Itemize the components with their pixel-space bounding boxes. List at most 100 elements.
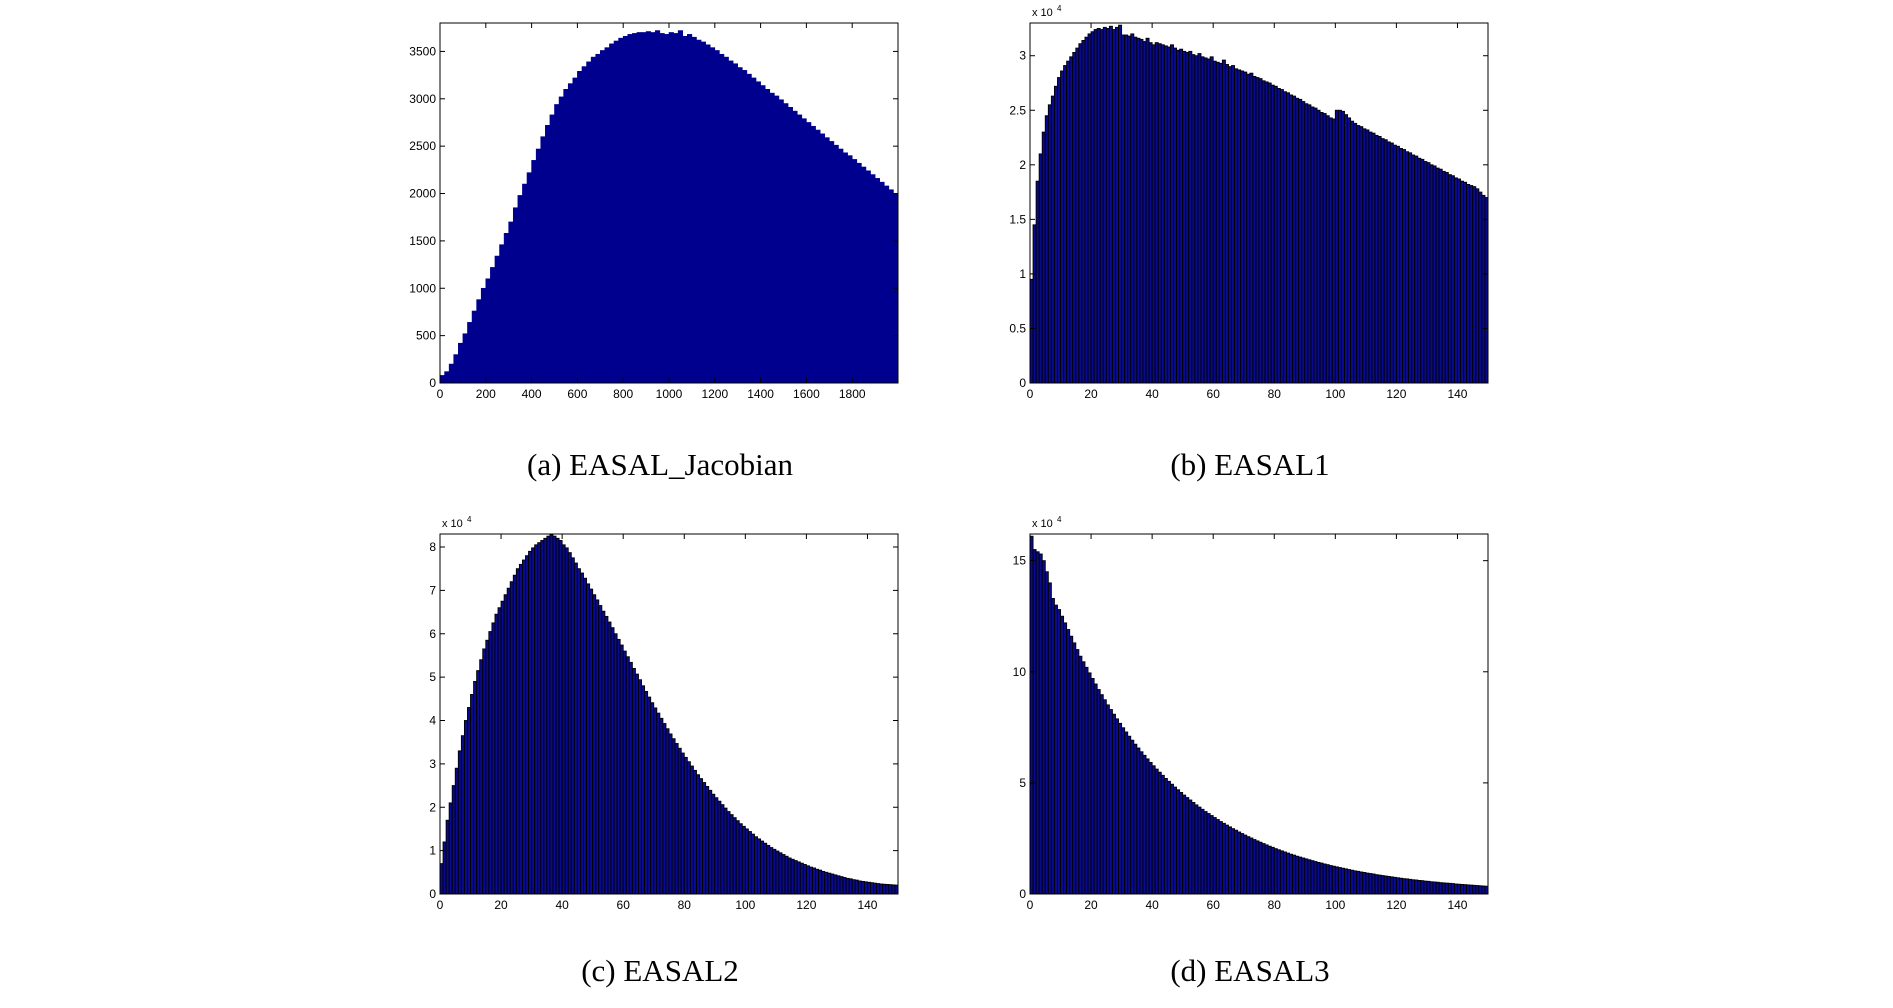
bar-b (1105, 28, 1110, 383)
bar-b (1359, 126, 1364, 383)
bar-b (1344, 114, 1348, 383)
bar-d (1176, 789, 1181, 894)
bar-b (1460, 180, 1465, 383)
x-tick-label-a: 800 (613, 387, 633, 401)
bar-b (1182, 50, 1187, 383)
bar-d (1380, 875, 1385, 894)
bar-c (778, 852, 783, 894)
bar-b (1038, 153, 1043, 383)
bar-a (801, 118, 807, 383)
bar-a (842, 152, 848, 383)
bar-b (1121, 34, 1126, 383)
bar-d (1102, 699, 1107, 894)
bar-d (1353, 870, 1358, 894)
x-tick-label-b: 80 (1268, 387, 1282, 401)
bar-c (809, 866, 813, 894)
bar-c (476, 670, 481, 894)
bar-d (1310, 860, 1315, 894)
bar-d (1307, 859, 1312, 894)
bar-b (1249, 72, 1254, 383)
bar-d (1050, 597, 1055, 894)
bar-d (1148, 761, 1153, 894)
bar-d (1319, 862, 1324, 894)
bar-b (1170, 44, 1174, 383)
bar-d (1322, 863, 1327, 894)
bar-b (1435, 167, 1440, 383)
caption-d: (d) EASAL3 (1170, 953, 1330, 988)
bar-c (573, 562, 578, 894)
bar-b (1102, 26, 1107, 383)
bar-b (1240, 70, 1245, 383)
bar-b (1261, 80, 1266, 383)
bar-b (1408, 152, 1413, 383)
x-tick-label-c: 0 (437, 898, 444, 912)
bar-b (1057, 77, 1061, 383)
bar-d (1417, 879, 1422, 894)
x-tick-label-c: 20 (494, 898, 508, 912)
bar-c (790, 858, 795, 894)
bar-a (636, 32, 642, 383)
bar-d (1438, 882, 1443, 894)
y-tick-label-c: 1 (429, 844, 436, 858)
bar-b (1252, 76, 1257, 383)
bar-d (1041, 560, 1046, 894)
bar-c (796, 861, 801, 894)
bar-c (757, 838, 762, 894)
bar-b (1450, 175, 1455, 383)
bar-a (595, 53, 601, 383)
bar-d (1209, 815, 1214, 894)
bar-b (1163, 45, 1168, 383)
bar-d (1154, 768, 1159, 894)
bar-d (1264, 844, 1269, 894)
bar-b (1060, 70, 1065, 383)
bar-c (512, 574, 517, 894)
bar-d (1475, 885, 1480, 894)
bar-d (1221, 822, 1226, 894)
bar-d (1243, 834, 1248, 894)
bar-d (1108, 709, 1113, 894)
bar-c (656, 712, 661, 894)
bar-a (806, 122, 812, 383)
y-tick-label-b: 0.5 (1009, 321, 1026, 335)
bar-d (1237, 831, 1242, 894)
bar-b (1264, 81, 1269, 383)
bar-d (1093, 683, 1098, 894)
bar-b (1337, 109, 1342, 383)
bar-a (448, 363, 455, 383)
bar-a (732, 63, 738, 383)
y-tick-label-d: 0 (1019, 887, 1026, 901)
bar-b (1371, 132, 1376, 383)
bar-d (1289, 853, 1294, 894)
bar-c (546, 535, 551, 894)
x-tick-label-c: 140 (857, 898, 877, 912)
bar-d (1478, 885, 1483, 894)
y-tick-label-c: 4 (429, 714, 436, 728)
x-tick-label-b: 60 (1207, 387, 1221, 401)
bar-d (1368, 873, 1373, 894)
bar-d (1185, 797, 1190, 894)
bar-a (874, 178, 880, 383)
bar-a (847, 155, 853, 383)
bar-d (1441, 882, 1446, 894)
bar-c (503, 594, 508, 894)
bar-d (1075, 649, 1080, 894)
bar-a (618, 37, 624, 383)
x-tick-label-a: 200 (476, 387, 496, 401)
bar-a (512, 207, 519, 383)
bar-c (842, 877, 847, 894)
y-tick-label-a: 3000 (409, 92, 436, 106)
bar-d (1111, 713, 1116, 894)
bar-c (696, 774, 700, 894)
bar-b (1087, 33, 1092, 383)
bar-c (451, 785, 456, 894)
bar-a (746, 73, 752, 383)
bar-c (699, 778, 704, 894)
bar-d (1411, 879, 1416, 894)
bar-b (1124, 34, 1129, 383)
bar-c (485, 639, 490, 894)
bar-d (1127, 735, 1132, 894)
bar-b (1279, 89, 1284, 383)
bar-a (480, 287, 487, 383)
bar-d (1060, 615, 1065, 894)
bar-a (751, 77, 757, 383)
